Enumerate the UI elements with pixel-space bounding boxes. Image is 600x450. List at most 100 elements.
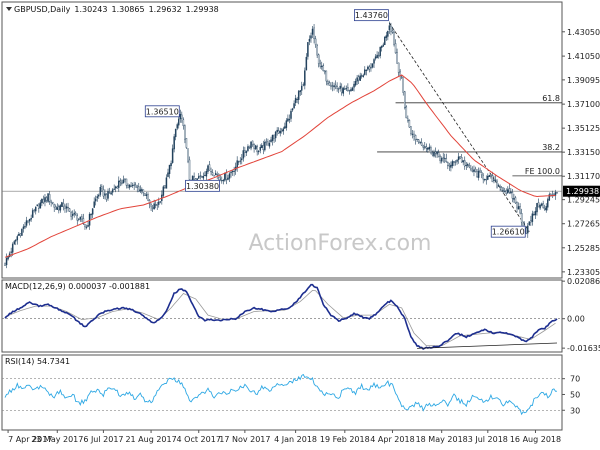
candle-body [15, 239, 17, 242]
candle-body [520, 213, 523, 223]
candle-body [310, 35, 312, 39]
candle-body [360, 75, 363, 77]
rsi-panel: RSI(14) 54.7341 70 50 30 [1, 354, 580, 431]
candle-body [225, 172, 228, 180]
candle-body [543, 207, 546, 211]
candle-body [314, 38, 317, 45]
macd-panel: MACD(12,26,9) 0.000037 -0.001881 0.020861… [1, 277, 600, 353]
price-label: 1.26610 [492, 228, 525, 237]
rsi-tick-label: 30 [570, 406, 580, 415]
candle-body [510, 191, 512, 194]
candle-body [219, 178, 222, 180]
candle-body [288, 119, 291, 121]
candle-body [457, 156, 460, 160]
ohlc-value: 1.29632 [149, 5, 182, 14]
y-tick-label: 1.33150 [567, 148, 600, 157]
candle-body [174, 128, 177, 138]
candle-body [173, 136, 175, 150]
candle-body [139, 189, 142, 192]
candle-body [422, 145, 424, 148]
price-label-box [490, 225, 526, 238]
candle-body [467, 163, 469, 166]
candle-body [27, 220, 29, 223]
candle-body [397, 62, 400, 73]
candle-body [542, 203, 544, 208]
candle-body [462, 160, 464, 163]
candle-body [488, 175, 491, 177]
price-panel: GBPUSD,Daily 1.30243 1.30865 1.29632 1.29938… [1, 1, 600, 279]
candle-body [550, 193, 552, 197]
candle-body [11, 244, 14, 253]
candle-body [436, 151, 438, 155]
candle-body [55, 206, 57, 210]
trendline [389, 22, 530, 232]
last-price-tag [563, 185, 600, 197]
candle-body [47, 193, 49, 202]
candle-body [334, 84, 337, 87]
candle-body [67, 207, 69, 209]
candle-body [116, 186, 118, 189]
candle-body [158, 201, 160, 205]
rsi-header: RSI(14) 54.7341 [5, 357, 70, 366]
candle-body [179, 113, 182, 120]
candle-body [24, 225, 26, 228]
candle-body [118, 180, 120, 188]
candle-body [171, 148, 174, 163]
candle-body [464, 160, 466, 167]
candle-body [404, 91, 406, 108]
candle-body [237, 161, 240, 163]
candle-body [534, 210, 537, 216]
candle-body [239, 160, 241, 162]
candle-body [96, 196, 98, 199]
candle-body [493, 179, 495, 181]
candle-body [354, 80, 357, 86]
candle-body [530, 220, 532, 223]
ohlc-value: 1.29938 [186, 5, 219, 14]
candle-body [491, 175, 494, 183]
macd-tick-label: 0.020861 [567, 277, 600, 286]
candle-body [477, 170, 480, 178]
candle-body [147, 194, 149, 201]
candle-body [277, 130, 280, 134]
candle-body [144, 193, 146, 196]
candle-body [254, 145, 257, 149]
candle-body [393, 32, 395, 45]
candle-body [202, 176, 205, 179]
candle-body [367, 66, 369, 70]
candle-body [178, 118, 180, 126]
candle-body [281, 129, 283, 132]
candle-body [170, 163, 172, 167]
candle-body [259, 147, 261, 151]
candle-body [82, 218, 85, 225]
candle-body [356, 77, 358, 82]
candle-body [104, 193, 106, 196]
candle-body [388, 25, 391, 31]
candle-body [500, 187, 503, 192]
price-label-box [185, 179, 220, 192]
candle-body [124, 178, 126, 180]
candle-body [257, 151, 260, 153]
candle-body [119, 180, 122, 183]
candle-body [499, 186, 501, 188]
candle-body [251, 140, 254, 145]
candle-body [473, 169, 475, 172]
candle-body [154, 204, 157, 206]
candle-body [134, 184, 137, 188]
candle-body [264, 142, 266, 151]
candle-body [470, 167, 472, 170]
candle-body [227, 177, 229, 180]
candle-body [424, 146, 426, 148]
candle-body [413, 133, 415, 137]
candle-body [431, 152, 434, 156]
candle-body [176, 124, 178, 129]
fib-label: 61.8 [542, 94, 560, 103]
candle-body [18, 234, 20, 236]
candle-body [294, 98, 297, 103]
candle-body [204, 175, 206, 177]
candle-body [10, 251, 12, 253]
price-label: 1.43760 [355, 11, 388, 20]
candle-body [304, 70, 306, 86]
y-tick-label: 1.41050 [567, 52, 600, 61]
candle-body [198, 176, 200, 179]
candle-body [296, 98, 298, 100]
